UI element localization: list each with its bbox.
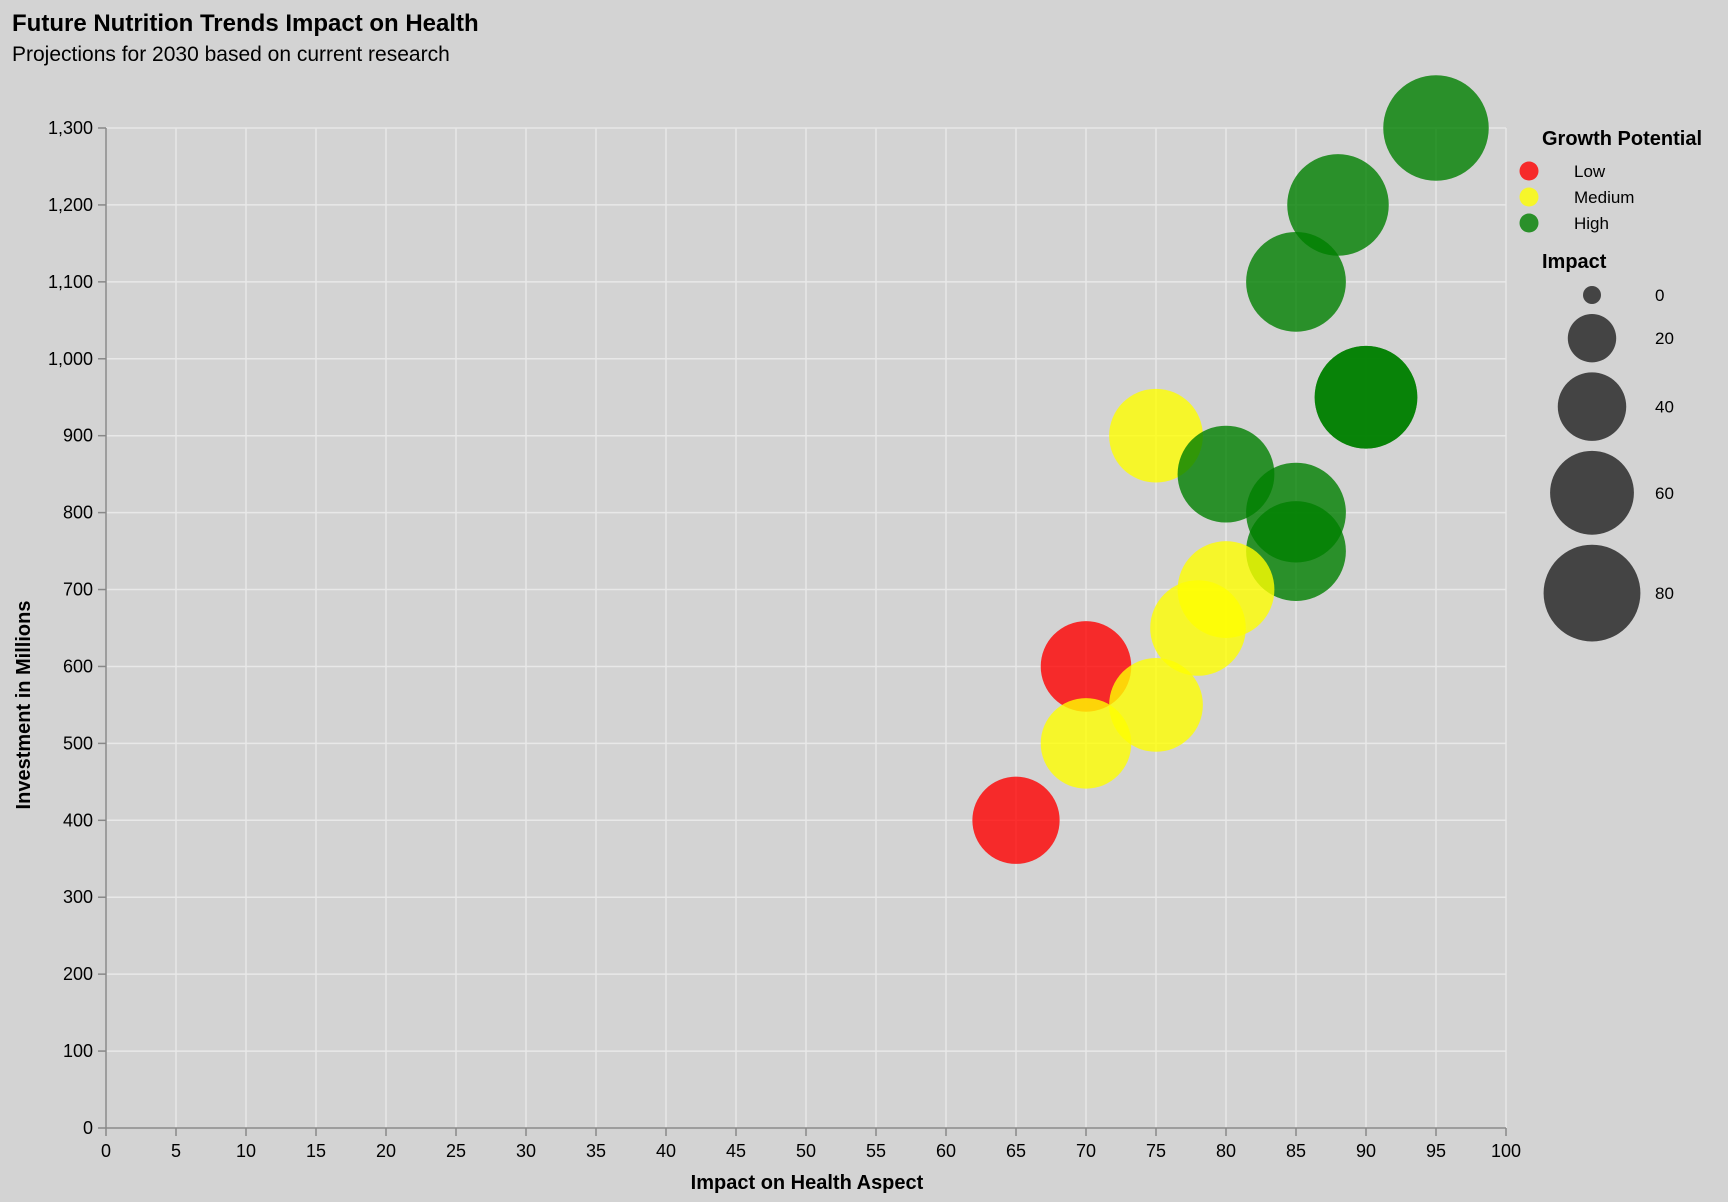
chart-subtitle: Projections for 2030 based on current re… (12, 43, 450, 66)
x-tick-label: 50 (796, 1141, 816, 1161)
impact-legend-title: Impact (1542, 251, 1607, 273)
x-tick-label: 45 (726, 1141, 746, 1161)
growth-potential-legend: Growth Potential Low Medium High (1519, 128, 1702, 233)
data-point (1287, 154, 1389, 256)
size-legend-circle (1567, 314, 1617, 363)
legend-swatch-high (1519, 213, 1539, 233)
size-legend-label: 80 (1655, 584, 1674, 603)
y-tick-label: 700 (63, 580, 93, 600)
x-tick-label: 15 (306, 1141, 326, 1161)
size-legend-circle (1550, 450, 1634, 535)
y-tick-label: 500 (63, 733, 93, 753)
y-tick-label: 300 (63, 887, 93, 907)
y-axis: 0 100 200 300 400 500 600 700 800 900 1,000 1,100 1,… (48, 118, 107, 1138)
data-point (1040, 621, 1132, 712)
x-tick-label: 25 (446, 1141, 466, 1161)
x-tick-label: 75 (1146, 1141, 1166, 1161)
y-tick-label: 1,000 (48, 349, 93, 369)
x-tick-label: 70 (1076, 1141, 1096, 1161)
y-tick-label: 400 (63, 810, 93, 830)
impact-size-legend: Impact 0 20 40 60 80 (1542, 251, 1674, 642)
y-tick-label: 1,200 (48, 195, 93, 215)
y-tick-label: 1,100 (48, 272, 93, 292)
x-tick-label: 65 (1006, 1141, 1026, 1161)
y-axis-title: Investment in Millions (13, 601, 35, 810)
x-tick-label: 5 (171, 1141, 181, 1161)
x-tick-label: 55 (866, 1141, 886, 1161)
size-legend-circle (1543, 544, 1641, 642)
x-tick-label: 20 (376, 1141, 396, 1161)
data-point (972, 776, 1060, 864)
y-tick-label: 1,300 (48, 118, 93, 138)
data-point (1150, 580, 1246, 676)
x-tick-label: 100 (1491, 1141, 1521, 1161)
data-point (1383, 75, 1489, 181)
legend-label-low: Low (1574, 162, 1606, 181)
data-point (1040, 698, 1132, 789)
data-point (1109, 388, 1203, 483)
x-tick-label: 0 (101, 1141, 111, 1161)
legend-label-high: High (1574, 214, 1609, 233)
growth-legend-title: Growth Potential (1542, 128, 1702, 150)
x-tick-label: 10 (236, 1141, 256, 1161)
y-tick-label: 900 (63, 426, 93, 446)
legend-swatch-medium (1519, 187, 1539, 207)
data-point (1314, 345, 1418, 449)
y-tick-label: 100 (63, 1041, 93, 1061)
x-tick-label: 30 (516, 1141, 536, 1161)
legend-swatch-low (1519, 161, 1539, 181)
x-tick-label: 80 (1216, 1141, 1236, 1161)
x-tick-label: 85 (1286, 1141, 1306, 1161)
size-legend-circle (1583, 286, 1601, 304)
size-legend-circle (1557, 372, 1627, 441)
x-axis-title: Impact on Health Aspect (691, 1172, 924, 1194)
size-legend-label: 0 (1655, 286, 1664, 305)
x-tick-label: 90 (1356, 1141, 1376, 1161)
x-axis: 0 5 10 15 20 25 30 35 40 45 50 55 60 65 70 75 80 85 90 95 10… (101, 1127, 1521, 1161)
chart-title: Future Nutrition Trends Impact on Health (12, 10, 479, 37)
data-point (1109, 658, 1203, 752)
x-tick-label: 35 (586, 1141, 606, 1161)
size-legend-label: 40 (1655, 398, 1674, 417)
x-tick-label: 95 (1426, 1141, 1446, 1161)
x-tick-label: 60 (936, 1141, 956, 1161)
data-points (972, 75, 1489, 864)
data-point (1246, 231, 1346, 332)
legend-label-medium: Medium (1574, 188, 1634, 207)
y-tick-label: 600 (63, 656, 93, 676)
y-tick-label: 200 (63, 964, 93, 984)
size-legend-label: 20 (1655, 329, 1674, 348)
y-tick-label: 800 (63, 503, 93, 523)
y-tick-label: 0 (83, 1118, 93, 1138)
x-tick-label: 40 (656, 1141, 676, 1161)
size-legend-label: 60 (1655, 484, 1674, 503)
